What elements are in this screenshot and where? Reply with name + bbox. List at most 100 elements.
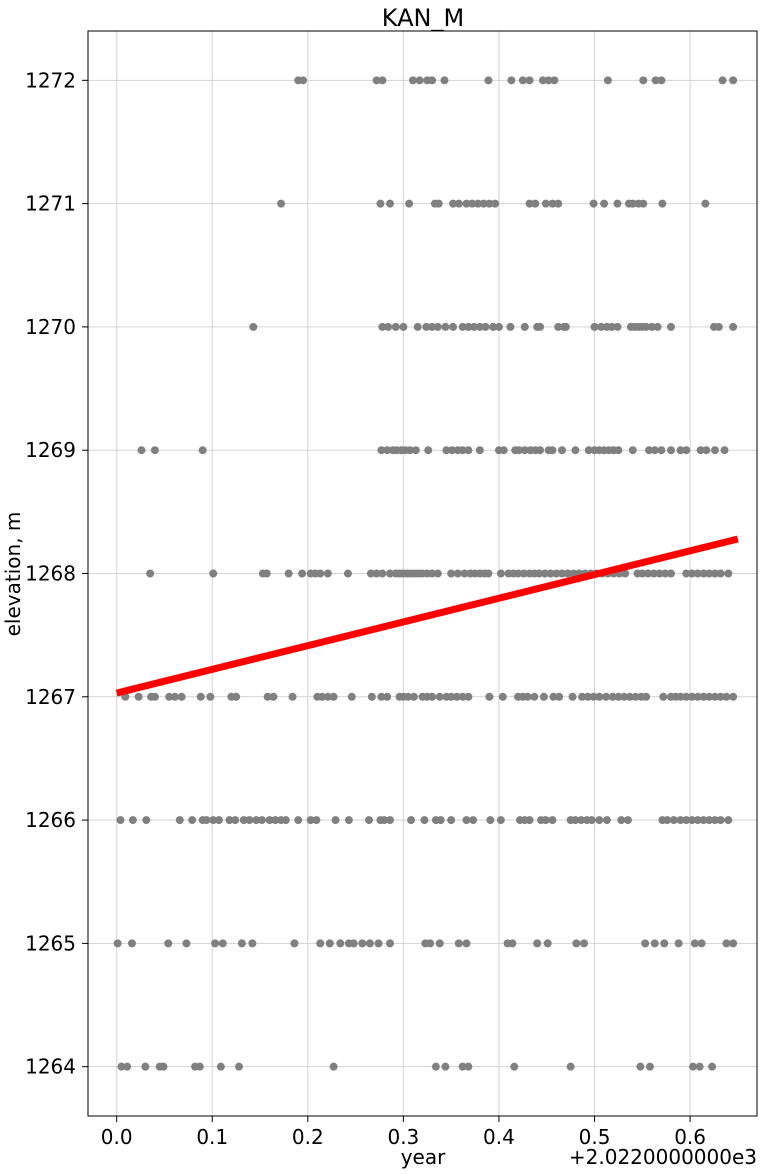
trend-line-group bbox=[115, 535, 739, 697]
data-point bbox=[558, 569, 567, 578]
data-point bbox=[688, 692, 697, 701]
data-point bbox=[486, 816, 495, 825]
data-point bbox=[237, 939, 246, 948]
data-point bbox=[377, 692, 386, 701]
x-tick-label: 0.6 bbox=[674, 1125, 706, 1149]
data-point bbox=[422, 322, 431, 331]
data-point bbox=[716, 816, 725, 825]
data-point bbox=[484, 76, 493, 85]
data-point bbox=[688, 1062, 697, 1071]
data-point bbox=[638, 569, 647, 578]
data-point bbox=[578, 692, 587, 701]
x-tick-label: 0.1 bbox=[196, 1125, 228, 1149]
data-point bbox=[566, 1062, 575, 1071]
data-point bbox=[470, 322, 479, 331]
data-point bbox=[571, 816, 580, 825]
data-point bbox=[523, 692, 532, 701]
data-point bbox=[316, 939, 325, 948]
data-point bbox=[577, 816, 586, 825]
data-point bbox=[331, 816, 340, 825]
y-tick-label: 1264 bbox=[25, 1055, 76, 1079]
data-point bbox=[572, 939, 581, 948]
data-point bbox=[134, 692, 143, 701]
data-point bbox=[428, 322, 437, 331]
data-point bbox=[343, 569, 352, 578]
data-point bbox=[555, 692, 564, 701]
data-point bbox=[150, 692, 159, 701]
y-tick-label: 1271 bbox=[25, 192, 76, 216]
data-point bbox=[716, 569, 725, 578]
data-point bbox=[614, 692, 623, 701]
data-point bbox=[508, 939, 517, 948]
data-point bbox=[123, 1062, 132, 1071]
data-point bbox=[657, 76, 666, 85]
data-point bbox=[705, 816, 714, 825]
data-point bbox=[682, 569, 691, 578]
data-point bbox=[137, 446, 146, 455]
data-point bbox=[413, 322, 422, 331]
data-point bbox=[621, 569, 630, 578]
data-point bbox=[663, 816, 672, 825]
data-point bbox=[218, 939, 227, 948]
data-point bbox=[541, 199, 550, 208]
data-point bbox=[489, 322, 498, 331]
data-point bbox=[650, 446, 659, 455]
data-point bbox=[366, 569, 375, 578]
data-point bbox=[696, 446, 705, 455]
data-point bbox=[724, 569, 733, 578]
data-point bbox=[142, 816, 151, 825]
data-point bbox=[462, 199, 471, 208]
data-point bbox=[540, 569, 549, 578]
data-point bbox=[170, 692, 179, 701]
data-point bbox=[674, 939, 683, 948]
data-point bbox=[650, 939, 659, 948]
data-point bbox=[642, 322, 651, 331]
data-point bbox=[682, 816, 691, 825]
data-point bbox=[408, 76, 417, 85]
data-point bbox=[636, 1062, 645, 1071]
data-point bbox=[113, 939, 122, 948]
data-point bbox=[613, 322, 622, 331]
data-point bbox=[447, 692, 456, 701]
y-axis: 1264 1265 1266 1267 1268 1269 1270 1271 1272 bbox=[25, 68, 88, 1079]
data-point bbox=[323, 692, 332, 701]
x-axis-label: year bbox=[401, 1145, 446, 1169]
data-point bbox=[462, 939, 471, 948]
data-point bbox=[705, 692, 714, 701]
data-point bbox=[590, 322, 599, 331]
data-point bbox=[498, 692, 507, 701]
data-point bbox=[435, 692, 444, 701]
data-point bbox=[666, 322, 675, 331]
data-point bbox=[571, 446, 580, 455]
data-point bbox=[641, 939, 650, 948]
data-point bbox=[211, 939, 220, 948]
data-point bbox=[391, 322, 400, 331]
data-point bbox=[454, 939, 463, 948]
data-point bbox=[705, 569, 714, 578]
data-point bbox=[595, 816, 604, 825]
data-point bbox=[623, 816, 632, 825]
data-point bbox=[290, 939, 299, 948]
data-point bbox=[383, 692, 392, 701]
data-point bbox=[649, 569, 658, 578]
data-point bbox=[701, 199, 710, 208]
data-point bbox=[690, 939, 699, 948]
data-point bbox=[374, 939, 383, 948]
data-point bbox=[225, 816, 234, 825]
data-point bbox=[464, 446, 473, 455]
data-point bbox=[603, 76, 612, 85]
data-point bbox=[655, 569, 664, 578]
x-tick-label: 0.3 bbox=[387, 1125, 419, 1149]
data-point bbox=[693, 816, 702, 825]
data-point bbox=[475, 322, 484, 331]
data-point bbox=[209, 816, 218, 825]
data-point bbox=[447, 816, 456, 825]
data-point bbox=[284, 569, 293, 578]
data-point bbox=[245, 816, 254, 825]
data-point bbox=[141, 1062, 150, 1071]
data-point bbox=[620, 692, 629, 701]
data-point bbox=[520, 322, 529, 331]
data-point bbox=[710, 569, 719, 578]
data-point bbox=[496, 816, 505, 825]
data-point bbox=[479, 199, 488, 208]
